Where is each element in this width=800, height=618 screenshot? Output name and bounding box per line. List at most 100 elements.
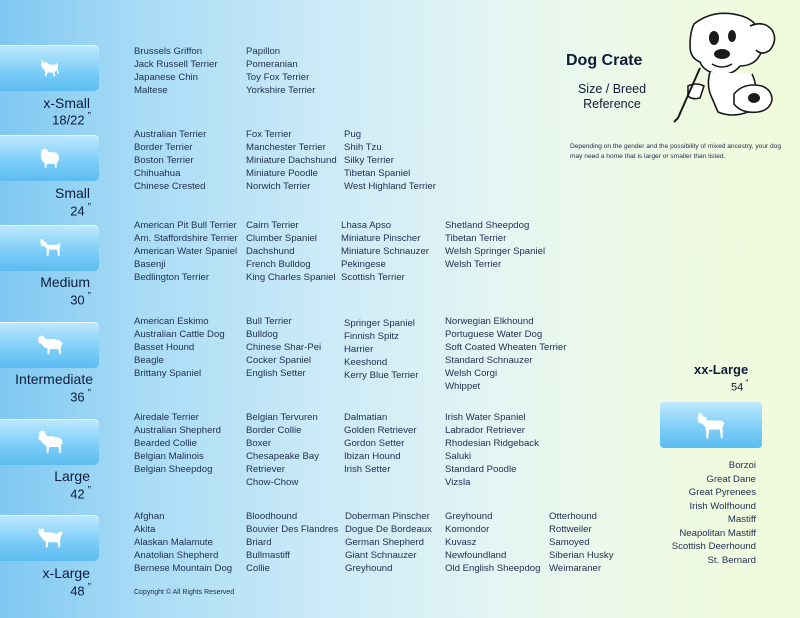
breed-name: Dalmatian: [344, 412, 388, 423]
breed-name: Bull Terrier: [246, 316, 292, 327]
breed-list-x-small-2: Papillon Pomeranian Toy Fox Terrier Yorkshi…: [246, 45, 315, 97]
breed-list-medium-1: American Pit Bull Terrier Am. Staffordshi…: [134, 219, 238, 284]
breed-name: King Charles Spaniel: [246, 272, 336, 283]
size-tab-x-small: [0, 45, 99, 91]
breed-name: Old English Sheepdog: [445, 563, 541, 574]
breed-name: Scottish Deerhound: [671, 541, 756, 552]
breed-list-intermediate-3: Springer Spaniel Finnish Spitz Harrier Kees…: [344, 317, 418, 382]
breed-name: Keeshond: [344, 357, 388, 368]
breed-name: Chow-Chow: [246, 477, 299, 488]
breed-name: Greyhound: [345, 563, 393, 574]
breed-name: Collie: [246, 563, 270, 574]
breed-name: Beagle: [134, 355, 164, 366]
breed-list-large-1: Airedale Terrier Australian Shepherd Beard…: [134, 411, 221, 476]
breed-name: Lhasa Apso: [341, 220, 392, 231]
breed-name: Golden Retriever: [344, 425, 417, 436]
breed-name: Bloodhound: [246, 511, 298, 522]
breed-name: Standard Schnauzer: [445, 355, 533, 366]
breed-name: Weimaraner: [549, 563, 602, 574]
breed-name: Tibetan Terrier: [445, 233, 507, 244]
breed-name: Belgian Sheepdog: [134, 464, 213, 475]
breed-name: Whippet: [445, 381, 481, 392]
size-tab-intermediate: [0, 322, 99, 368]
breed-list-x-large-2: Bloodhound Bouvier Des Flandres Briard Bull…: [246, 510, 338, 575]
breed-name: Afghan: [134, 511, 165, 522]
breed-name: Welsh Corgi: [445, 368, 498, 379]
breed-list-intermediate-4: Norwegian Elkhound Portuguese Water Dog So…: [445, 315, 566, 393]
size-inch-medium: 30”: [70, 291, 91, 308]
breed-name: Bearded Collie: [134, 438, 197, 449]
breed-list-x-large-1: Afghan Akita Alaskan Malamute Anatolian She…: [134, 510, 232, 575]
breed-name: Portuguese Water Dog: [445, 329, 543, 340]
breed-list-large-3: Dalmatian Golden Retriever Gordon Setter Ib…: [344, 411, 417, 476]
breed-name: Cocker Spaniel: [246, 355, 312, 366]
size-name-large: Large: [54, 468, 90, 484]
breed-name: Brussels Griffon: [134, 46, 203, 57]
breed-name: Otterhound: [549, 511, 598, 522]
breed-name: Welsh Terrier: [445, 259, 502, 270]
breed-name: Basset Hound: [134, 342, 195, 353]
breed-list-x-large-5: Otterhound Rottweiler Samoyed Siberian Husk…: [549, 510, 614, 575]
breed-name: Papillon: [246, 46, 281, 57]
size-inch-xx-large: 54”: [731, 378, 749, 394]
breed-name: German Shepherd: [345, 537, 424, 548]
breed-name: Neapolitan Mastiff: [679, 527, 756, 539]
breed-name: Border Collie: [246, 425, 302, 436]
breed-name: American Eskimo: [134, 316, 209, 327]
dog-silhouette-icon: [40, 59, 59, 77]
breed-name: Mastiff: [727, 514, 756, 525]
dog-silhouette-icon: [39, 239, 60, 256]
breed-name: Pug: [344, 129, 362, 140]
breed-name: Shih Tzu: [344, 142, 382, 153]
breed-name: Scottish Terrier: [341, 272, 405, 283]
breed-name: Retriever: [246, 464, 285, 475]
size-name-x-small: x-Small: [43, 95, 90, 111]
breed-name: Rhodesian Ridgeback: [445, 438, 539, 449]
breed-name: Irish Wolfhound: [689, 500, 756, 512]
breed-list-medium-3: Lhasa Apso Miniature Pinscher Miniature Sc…: [341, 219, 429, 284]
breed-name: Greyhound: [445, 511, 493, 522]
breed-name: Bedlington Terrier: [134, 272, 210, 283]
breed-name: American Water Spaniel: [134, 246, 238, 257]
breed-list-intermediate-1: American Eskimo Australian Cattle Dog Bass…: [134, 315, 225, 380]
breed-name: Fox Terrier: [246, 129, 292, 140]
page-title: Dog Crate: [566, 52, 643, 69]
breed-list-large-2: Belgian Tervuren Border Collie Boxer Chesap…: [246, 411, 319, 489]
dog-silhouette-icon: [37, 527, 63, 548]
breed-list-medium-2: Cairn Terrier Clumber Spaniel Dachshund Fre…: [246, 219, 336, 284]
breed-name: Pomeranian: [246, 59, 298, 70]
breed-name: Australian Cattle Dog: [134, 329, 225, 340]
copyright: Copyright © All Rights Reserved: [134, 589, 235, 596]
breed-name: Siberian Husky: [549, 550, 614, 561]
breed-list-medium-4: Shetland Sheepdog Tibetan Terrier Welsh Sp…: [445, 219, 545, 271]
breed-name: Miniature Dachshund: [246, 155, 337, 166]
breed-name: Komondor: [445, 524, 490, 535]
size-note: Depending on the gender and the possibil…: [570, 143, 782, 160]
breed-name: Gordon Setter: [344, 438, 405, 449]
dog-silhouette-icon: [37, 430, 63, 453]
breed-name: Labrador Retriever: [445, 425, 525, 436]
breed-name: Rottweiler: [549, 524, 592, 535]
breed-name: Samoyed: [549, 537, 590, 548]
breed-name: Irish Setter: [344, 464, 391, 475]
breed-list-xx-large: Borzoi Great Dane Great Pyrenees Irish Wolf…: [672, 459, 756, 567]
breed-name: Soft Coated Wheaten Terrier: [445, 342, 567, 353]
size-inch-large: 42”: [70, 485, 91, 502]
breed-name: Toy Fox Terrier: [246, 72, 310, 83]
breed-name: Manchester Terrier: [246, 142, 326, 153]
breed-name: Maltese: [134, 85, 168, 96]
breed-name: Chinese Shar-Pei: [246, 342, 322, 353]
breed-name: Bulldog: [246, 329, 279, 340]
breed-name: Standard Poodle: [445, 464, 517, 475]
breed-list-small-2: Fox Terrier Manchester Terrier Miniature D…: [246, 128, 337, 193]
breed-name: Airedale Terrier: [134, 412, 199, 423]
breed-name: Australian Terrier: [134, 129, 207, 140]
breed-name: Kerry Blue Terrier: [344, 370, 419, 381]
breed-name: Border Terrier: [134, 142, 193, 153]
size-inch-small: 24”: [70, 202, 91, 219]
breed-name: Belgian Tervuren: [246, 412, 318, 423]
breed-name: Chinese Crested: [134, 181, 206, 192]
breed-name: Belgian Malinois: [134, 451, 204, 462]
page-subtitle: Size / Breed Reference: [577, 82, 647, 111]
breed-name: Akita: [134, 524, 156, 535]
